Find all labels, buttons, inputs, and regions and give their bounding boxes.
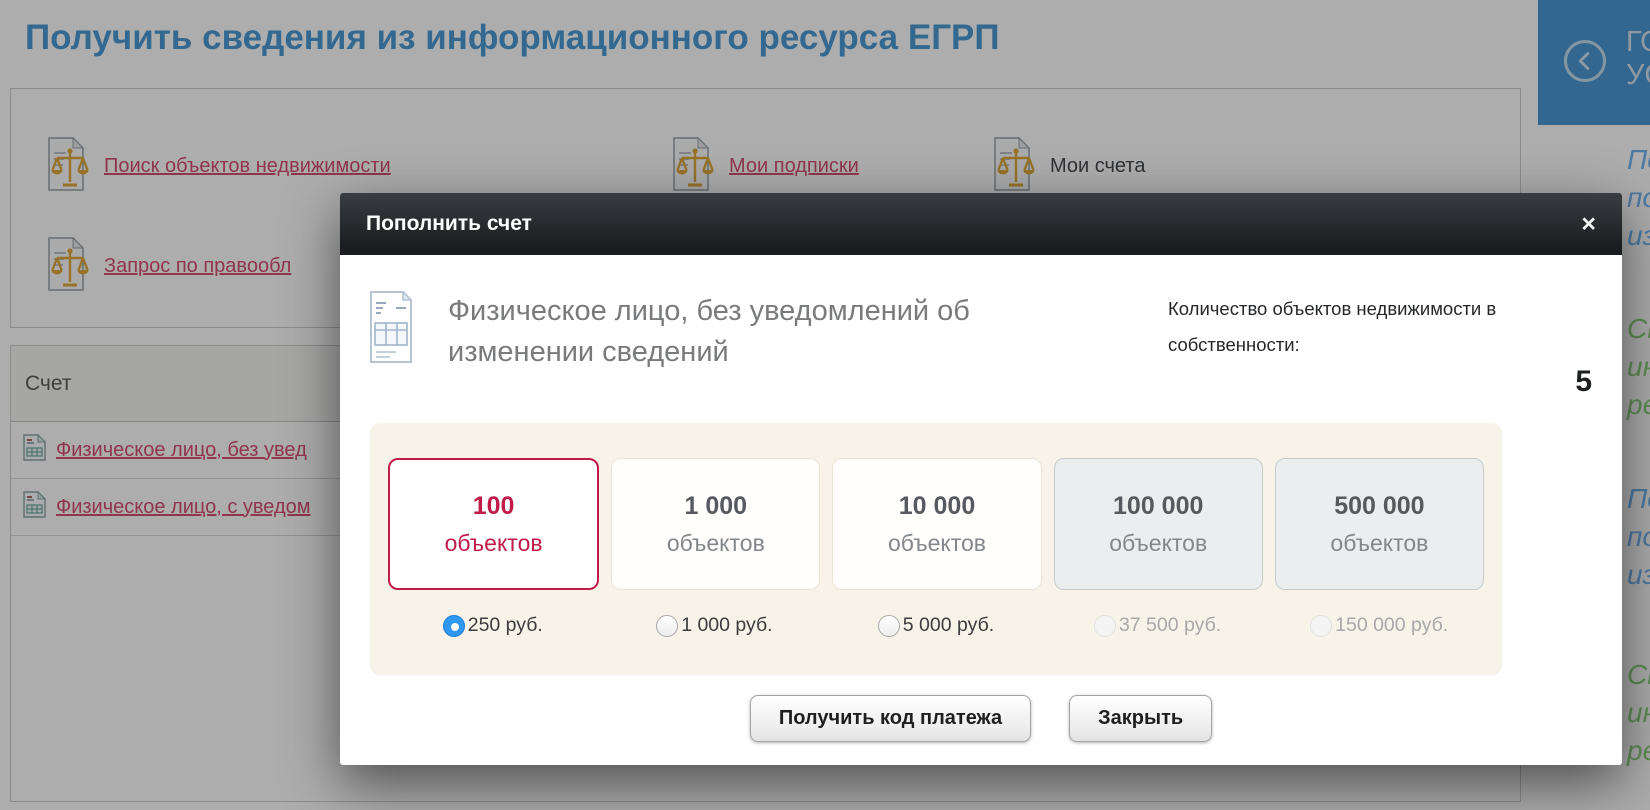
gosuslugi-banner-text: ГО УС bbox=[1626, 26, 1650, 91]
scales-document-icon bbox=[48, 136, 90, 196]
tariff-unit: объектов bbox=[1109, 529, 1208, 556]
price-label: 150 000 руб. bbox=[1335, 614, 1449, 637]
close-icon[interactable]: × bbox=[1581, 209, 1596, 238]
sidebar-link-fragment[interactable]: По по из bbox=[1627, 483, 1650, 590]
dialog-title: Пополнить счет bbox=[366, 212, 532, 235]
page-title: Получить сведения из информационного рес… bbox=[25, 18, 1000, 57]
tariff-unit: объектов bbox=[666, 529, 765, 556]
sidebar-link-fragment[interactable]: Св ин ре bbox=[1627, 313, 1650, 420]
scales-document-icon bbox=[673, 136, 715, 196]
radio-disabled-icon bbox=[1093, 614, 1116, 637]
price-option-5000[interactable]: 5 000 руб. bbox=[831, 614, 1041, 637]
tariff-unit: объектов bbox=[444, 529, 543, 556]
top-up-account-dialog: Пополнить счет × bbox=[340, 193, 1622, 765]
gosuslugi-banner[interactable]: ГО УС bbox=[1538, 0, 1650, 125]
account-name: Физическое лицо, без уведомлений об изме… bbox=[448, 295, 970, 369]
nav-item-my-subscriptions[interactable]: Мои подписки bbox=[673, 136, 859, 196]
objects-count-value: 5 bbox=[1575, 365, 1592, 399]
nav-item-search-objects[interactable]: Поиск объектов недвижимости bbox=[48, 136, 391, 196]
nav-current-label: Мои счета bbox=[1050, 155, 1146, 177]
sidebar-link-fragment[interactable]: По по из bbox=[1627, 144, 1650, 251]
close-button[interactable]: Закрыть bbox=[1069, 695, 1213, 743]
objects-count-block: Количество объектов недвижимости в собст… bbox=[1168, 291, 1592, 399]
nav-link-label[interactable]: Поиск объектов недвижимости bbox=[104, 155, 391, 177]
tariff-amount: 1 000 bbox=[684, 491, 748, 520]
radio-disabled-icon bbox=[1310, 614, 1333, 637]
objects-count-label: Количество объектов недвижимости в собст… bbox=[1168, 298, 1497, 356]
tariff-unit: объектов bbox=[888, 529, 986, 556]
nav-item-rightholder-request[interactable]: Запрос по правообл bbox=[48, 236, 292, 296]
tariff-card-100[interactable]: 100 объектов bbox=[388, 458, 600, 591]
tariff-amount: 100 000 bbox=[1113, 491, 1204, 520]
account-link[interactable]: Физическое лицо, без увед bbox=[56, 438, 307, 461]
price-option-1000[interactable]: 1 000 руб. bbox=[610, 614, 820, 637]
nav-link-label[interactable]: Мои подписки bbox=[729, 155, 859, 177]
dialog-header: Пополнить счет × bbox=[340, 193, 1622, 255]
price-label: 250 руб. bbox=[467, 614, 543, 637]
tariff-card-1000[interactable]: 1 000 объектов bbox=[611, 458, 821, 591]
tariff-options-panel: 100 объектов 1 000 объектов 10 000 объек… bbox=[370, 423, 1502, 676]
sidebar-link-fragment[interactable]: Св ин ре bbox=[1627, 659, 1650, 766]
tariff-card-10000[interactable]: 10 000 объектов bbox=[832, 458, 1042, 591]
radio-checked-icon[interactable] bbox=[442, 614, 465, 637]
nav-link-label[interactable]: Запрос по правообл bbox=[104, 255, 292, 277]
price-option-37500: 37 500 руб. bbox=[1053, 614, 1263, 637]
get-payment-code-button[interactable]: Получить код платежа bbox=[749, 695, 1032, 743]
price-option-250[interactable]: 250 руб. bbox=[388, 614, 598, 637]
dialog-body: Физическое лицо, без уведомлений об изме… bbox=[340, 255, 1622, 743]
price-label: 1 000 руб. bbox=[681, 614, 773, 637]
account-document-icon bbox=[23, 433, 47, 466]
invoice-document-icon bbox=[370, 290, 413, 368]
tariff-amount: 500 000 bbox=[1334, 491, 1425, 520]
price-label: 37 500 руб. bbox=[1118, 614, 1222, 637]
tariff-card-500000: 500 000 объектов bbox=[1274, 458, 1485, 591]
radio-unchecked-icon[interactable] bbox=[877, 614, 900, 637]
tariff-amount: 100 bbox=[472, 491, 515, 520]
price-label: 5 000 руб. bbox=[902, 614, 995, 637]
account-document-icon bbox=[23, 490, 47, 523]
price-option-150000: 150 000 руб. bbox=[1274, 614, 1484, 637]
radio-unchecked-icon[interactable] bbox=[656, 614, 679, 637]
collapse-chevron-icon[interactable] bbox=[1564, 40, 1606, 82]
account-link[interactable]: Физическое лицо, с уведом bbox=[56, 495, 311, 518]
tariff-unit: объектов bbox=[1330, 529, 1429, 556]
scales-document-icon bbox=[48, 236, 90, 296]
tariff-amount: 10 000 bbox=[898, 491, 976, 520]
scales-document-icon bbox=[994, 136, 1036, 196]
tariff-card-100000: 100 000 объектов bbox=[1053, 458, 1263, 591]
nav-item-my-accounts: Мои счета bbox=[994, 136, 1146, 196]
